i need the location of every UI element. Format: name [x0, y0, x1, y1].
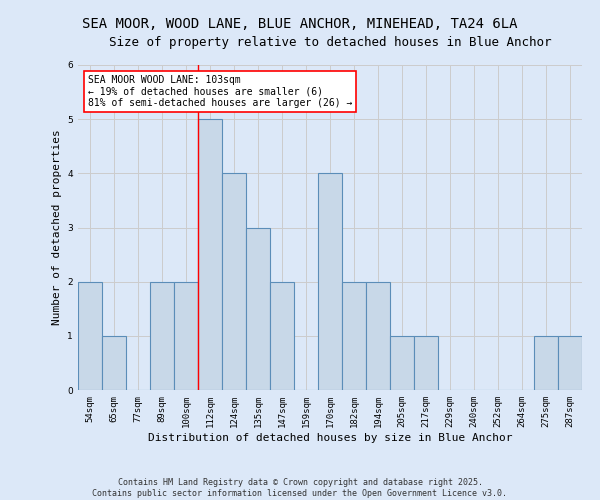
Bar [102, 336, 126, 390]
Title: Size of property relative to detached houses in Blue Anchor: Size of property relative to detached ho… [109, 36, 551, 49]
Y-axis label: Number of detached properties: Number of detached properties [52, 130, 62, 326]
Text: SEA MOOR, WOOD LANE, BLUE ANCHOR, MINEHEAD, TA24 6LA: SEA MOOR, WOOD LANE, BLUE ANCHOR, MINEHE… [82, 18, 518, 32]
Text: Contains HM Land Registry data © Crown copyright and database right 2025.
Contai: Contains HM Land Registry data © Crown c… [92, 478, 508, 498]
Bar [174, 282, 198, 390]
Bar [366, 282, 390, 390]
Bar [270, 282, 294, 390]
Bar [198, 119, 222, 390]
Text: SEA MOOR WOOD LANE: 103sqm
← 19% of detached houses are smaller (6)
81% of semi-: SEA MOOR WOOD LANE: 103sqm ← 19% of deta… [88, 74, 352, 108]
Bar [150, 282, 174, 390]
Bar [534, 336, 558, 390]
Bar [222, 174, 246, 390]
Bar [342, 282, 366, 390]
Bar [318, 174, 342, 390]
Bar [558, 336, 582, 390]
Bar [246, 228, 270, 390]
X-axis label: Distribution of detached houses by size in Blue Anchor: Distribution of detached houses by size … [148, 432, 512, 442]
Bar [390, 336, 414, 390]
Bar [414, 336, 438, 390]
Bar [78, 282, 102, 390]
